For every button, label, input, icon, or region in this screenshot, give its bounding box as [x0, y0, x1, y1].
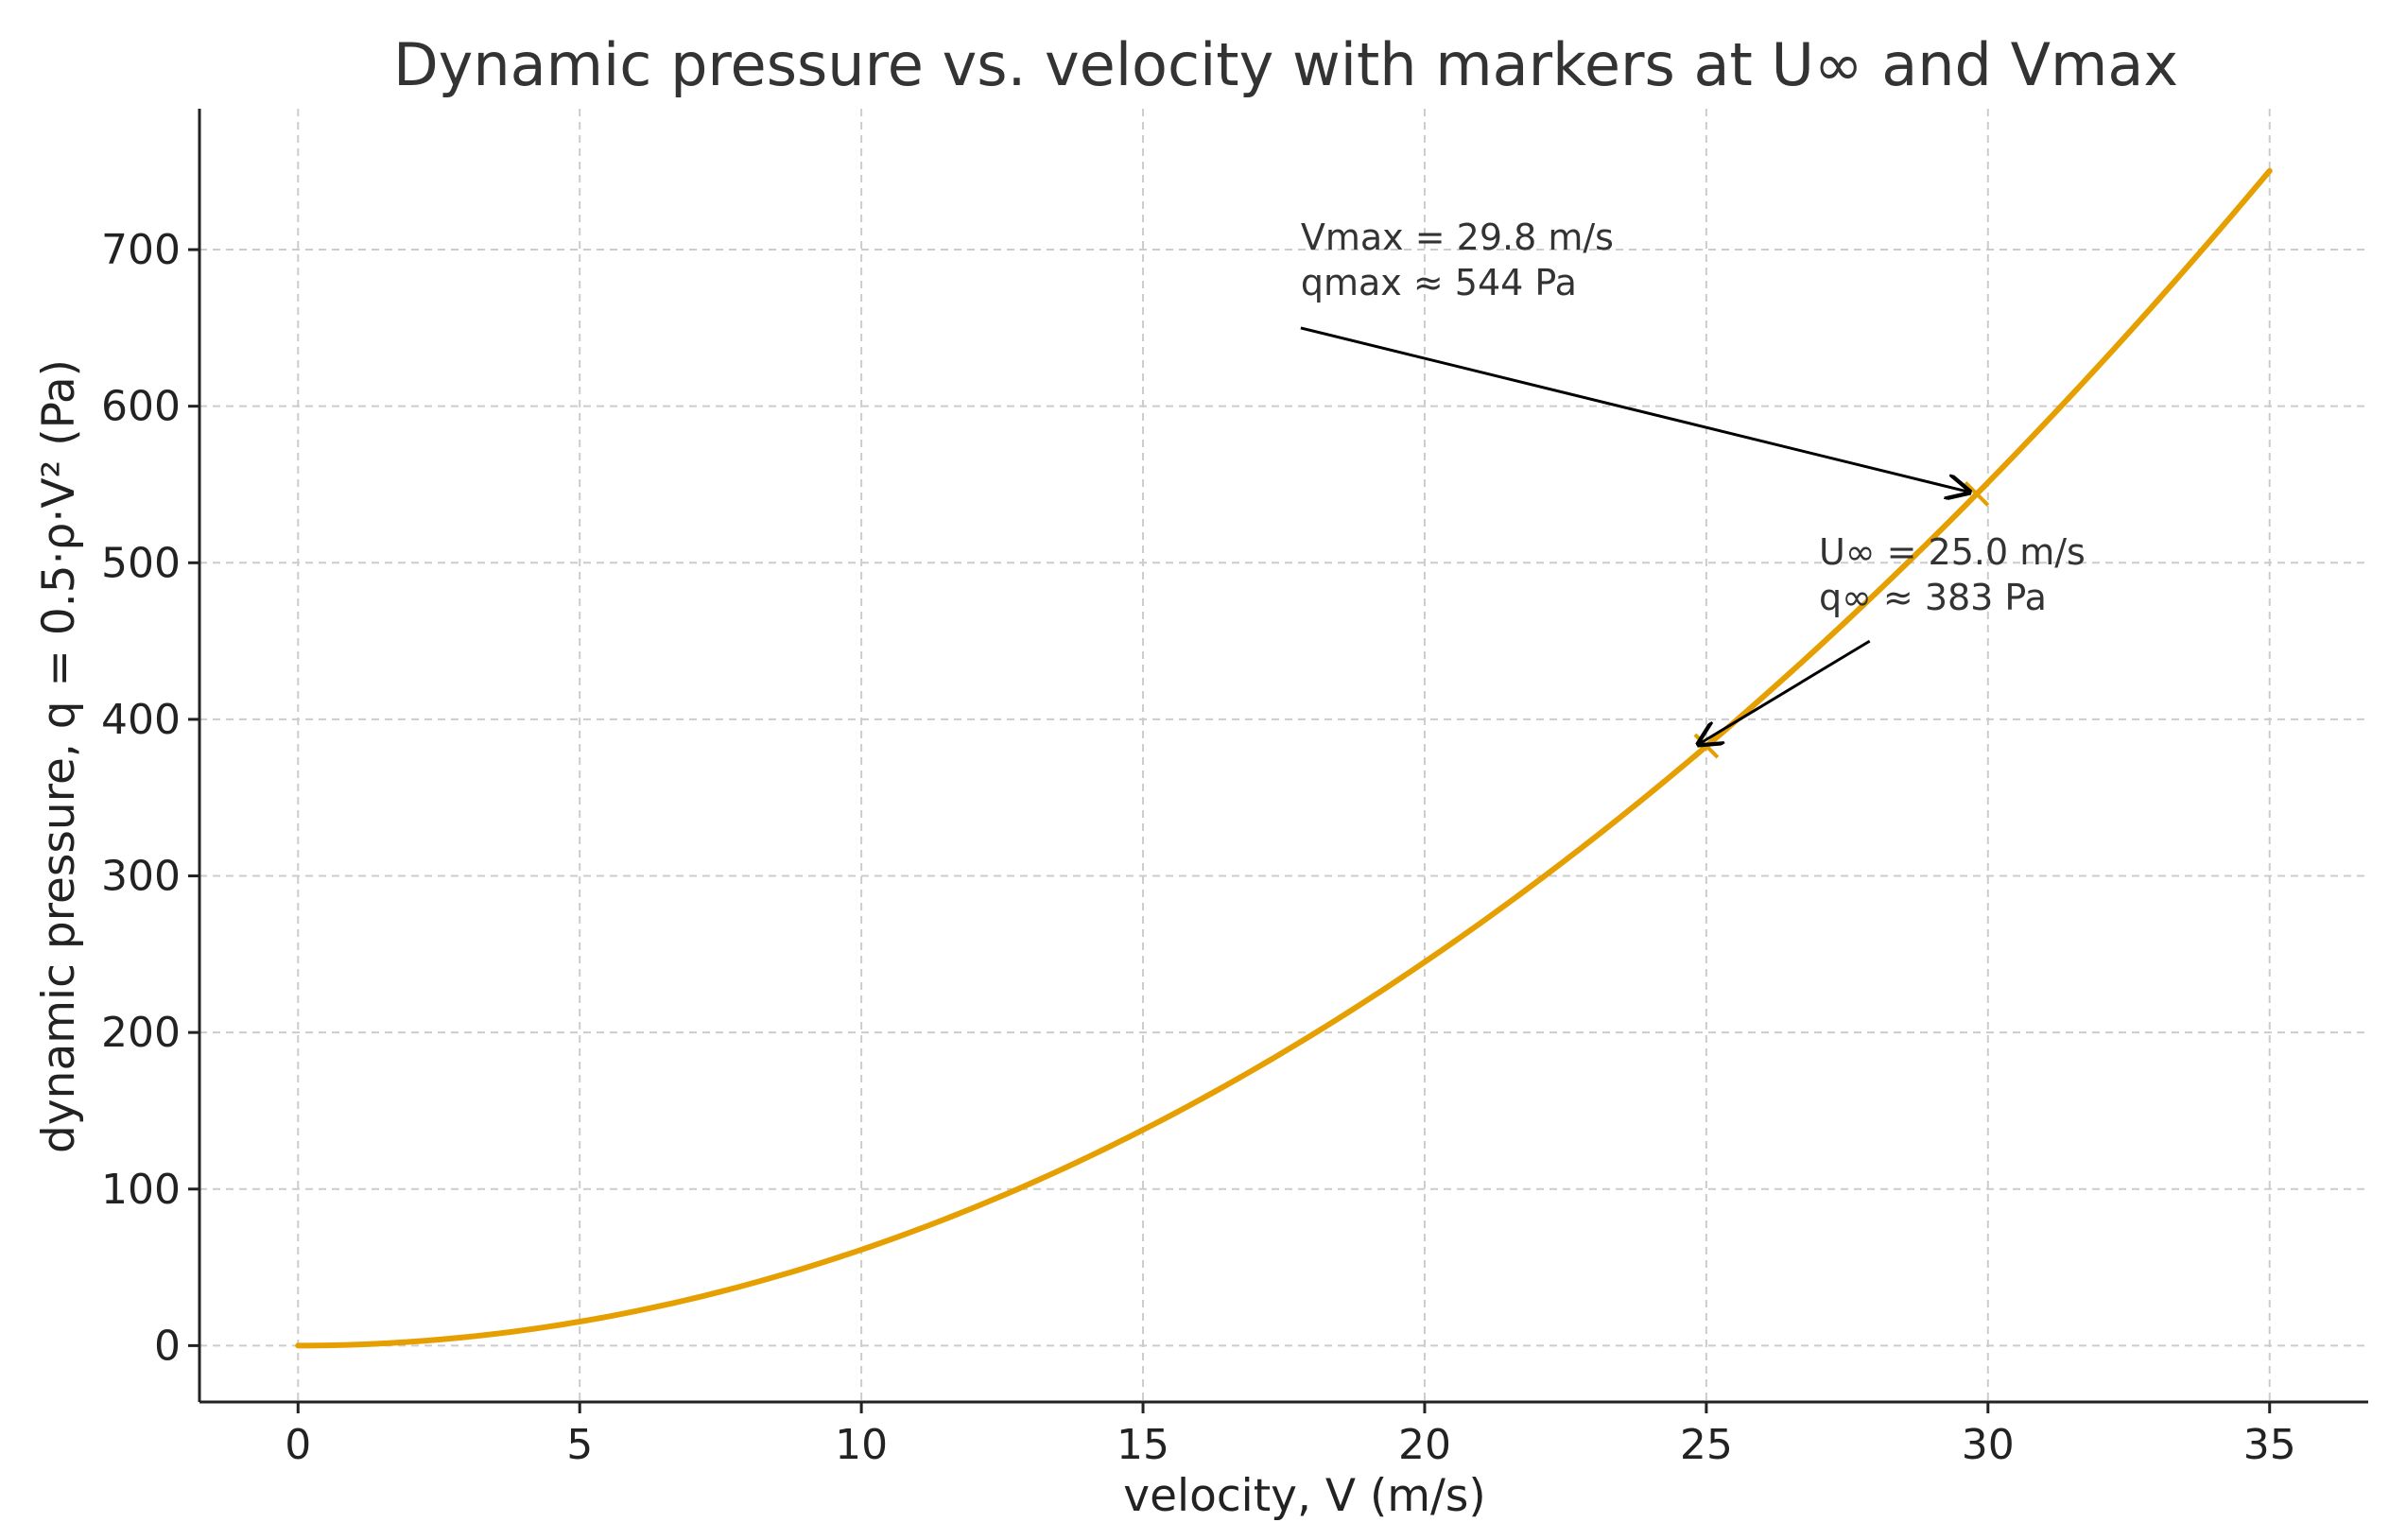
x-tick-label: 10 — [835, 1421, 888, 1469]
annotation-text: q∞ ≈ 383 Pa — [1819, 577, 2047, 618]
x-tick-label: 35 — [2243, 1421, 2296, 1469]
annotation-text: qmax ≈ 544 Pa — [1301, 262, 1577, 303]
annotation-text: U∞ = 25.0 m/s — [1819, 531, 2086, 573]
y-tick-label: 100 — [101, 1166, 181, 1214]
y-tick-label: 200 — [101, 1009, 181, 1057]
x-tick-label: 30 — [1962, 1421, 2015, 1469]
y-tick-label: 300 — [101, 853, 181, 901]
annotation: U∞ = 25.0 m/sq∞ ≈ 383 Pa — [1699, 531, 2086, 744]
x-tick-label: 15 — [1117, 1421, 1169, 1469]
y-tick-label: 700 — [101, 226, 181, 274]
x-axis-label: velocity, V (m/s) — [1123, 1470, 1485, 1522]
series-line — [295, 167, 2273, 1349]
y-tick-label: 500 — [101, 539, 181, 587]
annotation-text: Vmax = 29.8 m/s — [1301, 216, 1614, 258]
data-point-marker — [1964, 481, 1990, 507]
chart-title: Dynamic pressure vs. velocity with marke… — [393, 30, 2178, 99]
x-tick-label: 20 — [1398, 1421, 1451, 1469]
axes: 0 5 10 15 20 25 30 35 0 100 200 300 400 500 600 700 — [101, 109, 2368, 1469]
y-tick-label: 600 — [101, 383, 181, 431]
y-tick-label: 0 — [154, 1322, 181, 1370]
series — [295, 167, 2273, 1349]
x-tick-label: 25 — [1680, 1421, 1733, 1469]
grid — [199, 109, 2368, 1402]
y-axis-label: dynamic pressure, q = 0.5·ρ·V² (Pa) — [33, 359, 85, 1153]
x-tick-label: 5 — [566, 1421, 593, 1469]
annotation-arrow — [1300, 326, 1969, 493]
x-tick-label: 0 — [285, 1421, 311, 1469]
annotation-arrow — [1699, 639, 1871, 744]
y-tick-label: 400 — [101, 696, 181, 744]
